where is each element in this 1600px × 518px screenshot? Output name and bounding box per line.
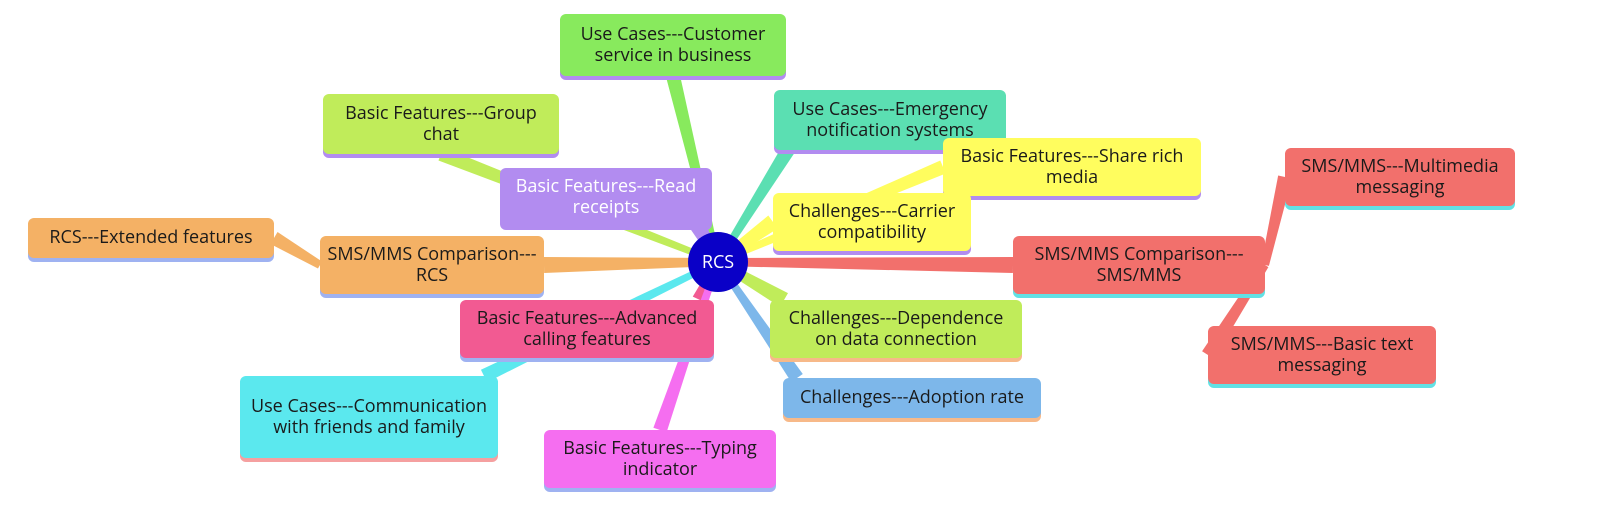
node-label: Use Cases---Customer service in business [566,14,780,76]
node-label: Basic Features---Typing indicator [550,430,770,488]
node-label: SMS/MMS---Basic text messaging [1214,326,1430,384]
node-label: SMS/MMS---Multimedia messaging [1291,148,1509,206]
node-label: Basic Features---Share rich media [949,138,1195,196]
node-label: SMS/MMS Comparison---RCS [326,236,538,294]
node-label: SMS/MMS Comparison---SMS/MMS [1019,236,1259,294]
node-label: Basic Features---Read receipts [506,168,706,226]
center-label: RCS [702,250,734,274]
node-label: Basic Features---Advanced calling featur… [466,300,708,358]
node-label: Challenges---Carrier compatibility [779,193,965,251]
edge [718,257,1013,273]
node-label: Challenges---Adoption rate [789,378,1035,418]
node-label: Challenges---Dependence on data connecti… [776,300,1016,358]
node-label: Basic Features---Group chat [329,94,553,154]
node-label: Use Cases---Communication with friends a… [246,376,492,458]
mindmap-canvas: Use Cases---Customer service in business… [0,0,1600,518]
edge [270,232,322,268]
node-label: RCS---Extended features [34,218,268,258]
